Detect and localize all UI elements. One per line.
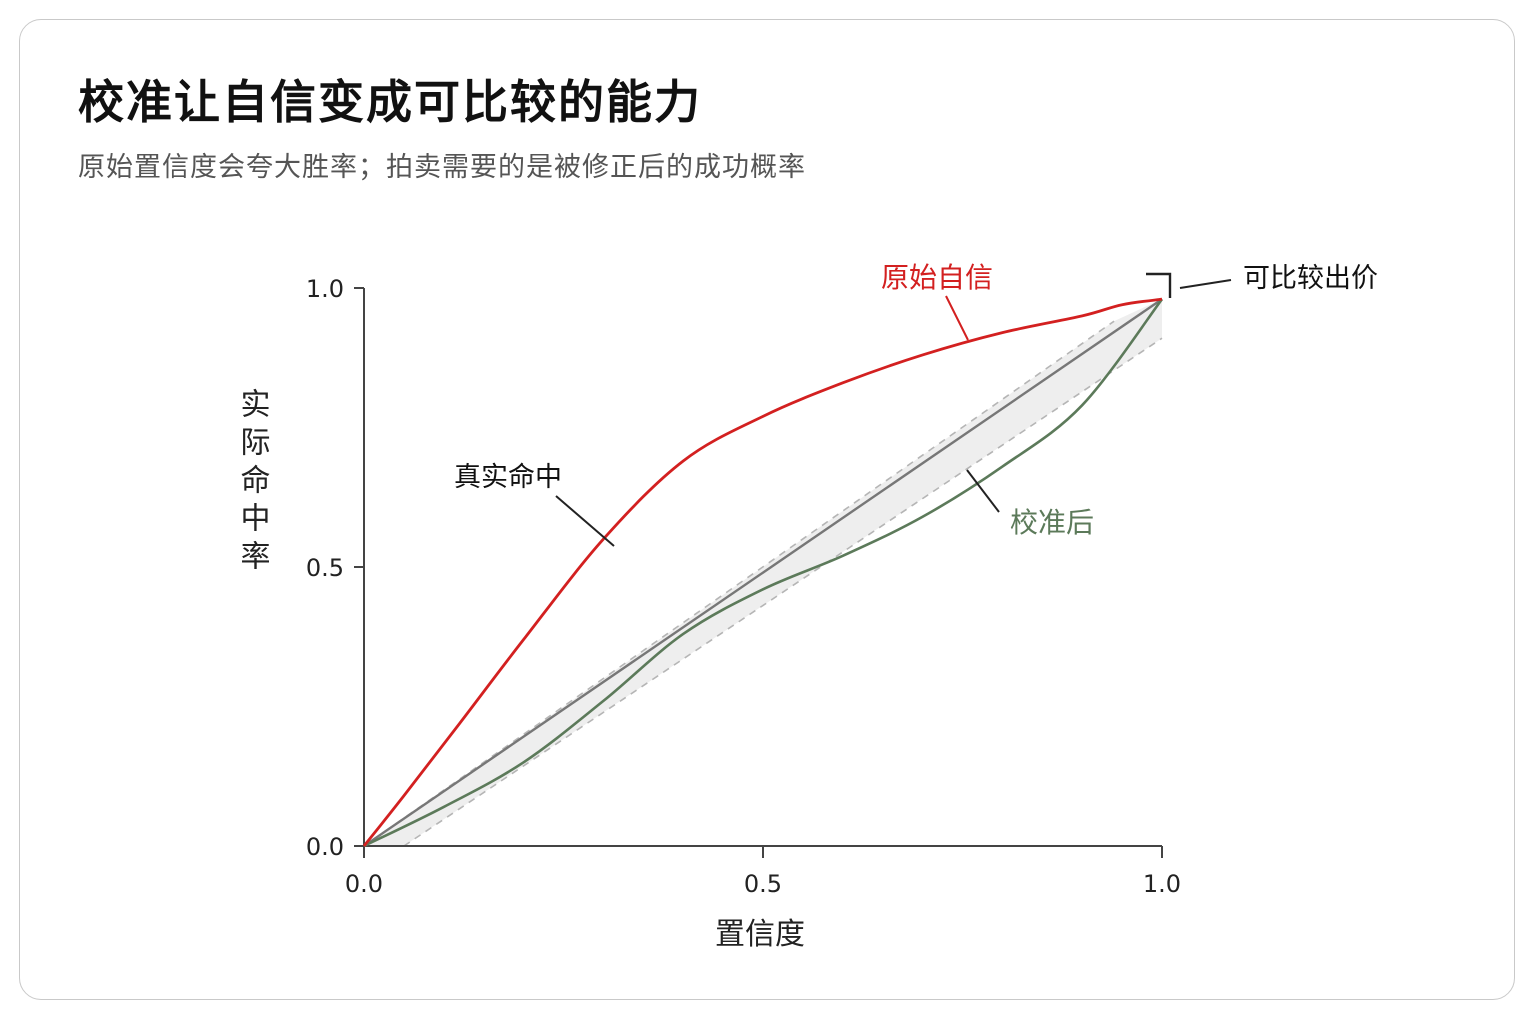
calibrated-leader [966,469,1000,513]
comparable-bid-leader [1179,279,1232,289]
series-line-calibrated [363,298,1164,848]
x-axis-title: 置信度 [715,917,805,952]
series-line-actual [363,298,1163,847]
page-subtitle: 原始置信度会夸大胜率；拍卖需要的是被修正后的成功概率 [78,152,806,183]
series-line-raw-confidence [362,297,1163,847]
label-calibrated: 校准后 [1010,506,1094,539]
page-title: 校准让自信变成可比较的能力 [78,75,702,129]
label-raw-confidence: 原始自信 [881,261,993,294]
x-tick-label: 1.0 [1143,870,1181,898]
y-axis-title: 实际命中率 [235,388,270,578]
y-tick-label: 1.0 [306,275,344,303]
actual-hit-leader [555,495,615,547]
y-tick-label: 0.5 [306,554,344,582]
comparable-bid-bracket [1146,272,1172,298]
chart-card [19,19,1515,1000]
y-tick-label: 0.0 [306,833,344,861]
x-tick-label: 0.5 [744,870,782,898]
raw-confidence-leader [945,295,969,341]
band-lower-dashed-line [403,337,1163,847]
x-tick-label: 0.0 [345,870,383,898]
label-actual-hit: 真实命中 [454,462,562,493]
label-comparable-bid: 可比较出价 [1243,263,1378,294]
band-upper-dashed-line [363,320,1115,847]
